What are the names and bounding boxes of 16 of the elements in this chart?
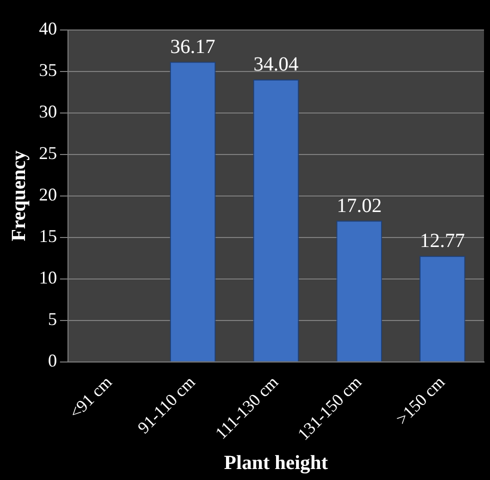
y-tick-label: 15 (39, 226, 57, 246)
data-label: 12.77 (420, 230, 465, 252)
x-axis-title: Plant height (224, 452, 328, 474)
x-tick-label: <91 cm (66, 372, 116, 423)
y-tick-label: 30 (39, 102, 57, 122)
data-label: 34.04 (254, 54, 298, 76)
y-tick-label: 5 (48, 309, 57, 330)
data-label: 36.17 (170, 36, 216, 58)
y-tick-label: 20 (39, 184, 57, 205)
y-tick-label: 25 (39, 143, 57, 164)
data-label: 17.02 (336, 194, 382, 217)
y-axis-title: Frequency (8, 150, 30, 242)
y-tick-label: 40 (39, 18, 57, 39)
y-tick-label: 10 (39, 268, 57, 288)
y-tick-label: 0 (48, 350, 57, 371)
y-tick-label: 35 (39, 60, 57, 80)
